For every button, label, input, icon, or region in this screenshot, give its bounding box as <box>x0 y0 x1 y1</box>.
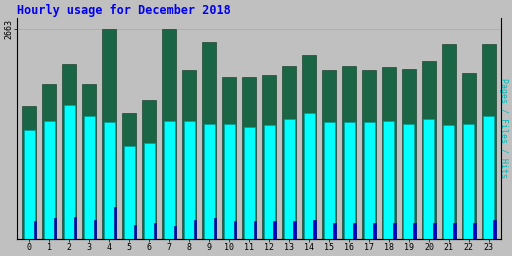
Bar <box>233 221 236 239</box>
Bar <box>122 113 136 239</box>
Bar <box>284 119 294 239</box>
Bar <box>344 122 354 239</box>
Bar <box>62 64 76 239</box>
Bar <box>204 124 215 239</box>
Bar <box>144 143 155 239</box>
Bar <box>403 124 415 239</box>
Bar <box>23 106 36 239</box>
Bar <box>282 66 296 239</box>
Bar <box>443 125 455 239</box>
Bar <box>42 84 56 239</box>
Bar <box>313 220 316 239</box>
Bar <box>244 127 254 239</box>
Bar <box>164 121 175 239</box>
Bar <box>124 146 135 239</box>
Bar <box>134 225 136 239</box>
Bar <box>262 75 276 239</box>
Bar <box>442 44 456 239</box>
Bar <box>393 223 396 239</box>
Bar <box>94 220 96 239</box>
Bar <box>264 125 274 239</box>
Bar <box>82 84 96 239</box>
Bar <box>162 29 176 239</box>
Bar <box>142 100 156 239</box>
Bar <box>364 122 374 239</box>
Bar <box>483 116 495 239</box>
Bar <box>293 221 296 239</box>
Bar <box>273 221 276 239</box>
Bar <box>104 122 115 239</box>
Bar <box>54 218 56 239</box>
Bar <box>473 223 476 239</box>
Bar <box>202 42 216 239</box>
Bar <box>423 119 435 239</box>
Bar <box>222 77 236 239</box>
Bar <box>184 121 195 239</box>
Bar <box>382 67 396 239</box>
Bar <box>322 70 336 239</box>
Bar <box>463 124 475 239</box>
Bar <box>493 220 496 239</box>
Bar <box>304 113 314 239</box>
Bar <box>182 70 196 239</box>
Bar <box>482 44 496 239</box>
Bar <box>302 55 316 239</box>
Bar <box>253 221 256 239</box>
Bar <box>102 29 116 239</box>
Bar <box>64 105 75 239</box>
Bar <box>333 223 336 239</box>
Bar <box>154 223 156 239</box>
Y-axis label: Pages / Files / Hits: Pages / Files / Hits <box>499 79 508 178</box>
Bar <box>214 218 216 239</box>
Bar <box>34 221 36 239</box>
Bar <box>453 223 456 239</box>
Bar <box>413 223 416 239</box>
Bar <box>242 77 256 239</box>
Bar <box>462 73 476 239</box>
Bar <box>44 121 55 239</box>
Text: Hourly usage for December 2018: Hourly usage for December 2018 <box>17 4 231 17</box>
Bar <box>373 223 376 239</box>
Bar <box>362 70 376 239</box>
Bar <box>74 217 76 239</box>
Bar <box>433 223 436 239</box>
Bar <box>324 122 334 239</box>
Bar <box>402 69 416 239</box>
Bar <box>342 66 356 239</box>
Bar <box>24 130 35 239</box>
Bar <box>422 61 436 239</box>
Bar <box>383 121 394 239</box>
Bar <box>194 220 196 239</box>
Bar <box>114 207 116 239</box>
Bar <box>84 116 95 239</box>
Bar <box>353 223 356 239</box>
Bar <box>174 226 176 239</box>
Bar <box>224 124 234 239</box>
